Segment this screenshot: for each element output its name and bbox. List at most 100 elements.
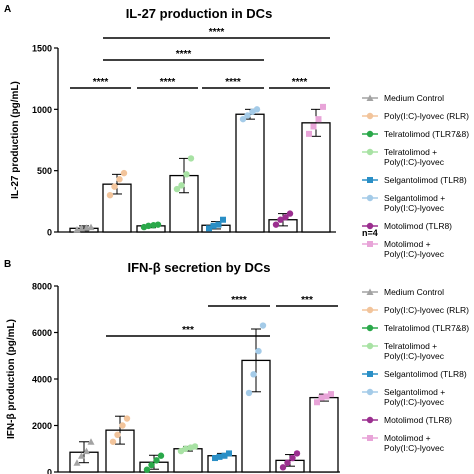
legend-label: Poly(I:C)-lyovec <box>384 157 445 167</box>
panel-b-data-point <box>191 443 199 450</box>
panel-a-plot: 0 500 1000 1500 **** **** **** **** **** **** <box>32 27 336 238</box>
legend-label: Poly(I:C)-lyovec <box>384 249 445 259</box>
legend-label: Poly(I:C)-lyovec <box>384 203 445 213</box>
panel-b-data-point <box>73 459 81 466</box>
panel-b-data-point <box>314 399 320 406</box>
legend-panel-b: Medium Control Poly(I:C)-lyovec (RLR) Telr… <box>362 287 469 453</box>
panel-a-y-tick-label: 500 <box>37 166 52 176</box>
legend-marker <box>367 241 373 247</box>
panel-a-y-tick-label: 0 <box>47 228 52 238</box>
legend-label: Poly(I:C)-lyovec (RLR) <box>384 305 469 315</box>
panel-a-bar <box>169 174 199 233</box>
legend-marker <box>366 388 374 396</box>
legend-panel-a: Medium Control Poly(I:C)-lyovec (RLR) Telr… <box>362 93 469 259</box>
panel-b-data-point <box>245 389 253 397</box>
panel-a-data-point <box>253 106 261 113</box>
panel-a-y-axis-label: IL-27 production (pg/mL) <box>10 81 21 199</box>
panel-b-data-point <box>87 438 95 445</box>
legend-label: Telratolimod + <box>384 147 437 157</box>
panel-a-bar <box>301 122 331 233</box>
legend-marker <box>366 148 374 156</box>
panel-a-bar <box>235 113 265 233</box>
panel-a-data-point <box>239 115 247 123</box>
panel-b-y-tick-label: 6000 <box>32 328 52 338</box>
panel-b-data-point <box>157 452 165 459</box>
panel-b-significance-label: *** <box>182 325 194 336</box>
panel-a-data-point <box>310 123 317 130</box>
panel-a-data-point <box>272 221 280 228</box>
panel-b-data-point <box>250 371 257 378</box>
panel-a-y-tick-label: 1500 <box>32 44 52 54</box>
panel-a-y-tick-label: 1000 <box>32 105 52 115</box>
panel-a-data-point <box>116 176 123 183</box>
panel-b-data-point <box>289 454 296 462</box>
legend-marker <box>367 371 373 377</box>
legend-label: Poly(I:C)-lyovec <box>384 351 445 361</box>
panel-a-data-point <box>145 222 152 230</box>
panel-b-y-tick-label: 2000 <box>32 421 52 431</box>
panel-b-data-point <box>279 464 287 471</box>
panel-b-data-point <box>109 438 117 445</box>
panel-b-title: IFN-β secretion by DCs <box>127 260 270 275</box>
panel-b-y-tick-label: 8000 <box>32 282 52 292</box>
panel-a-significance-label: **** <box>160 77 176 88</box>
legend-label: Selgantolimod (TLR8) <box>384 175 467 185</box>
legend-label: Poly(I:C)-lyovec (RLR) <box>384 111 469 121</box>
panel-b-data-point <box>148 461 155 469</box>
panel-a-data-point <box>315 116 322 123</box>
panel-a-data-point <box>220 216 226 223</box>
panel-a-data-point <box>106 192 114 199</box>
legend-label: Telratolimod + <box>384 341 437 351</box>
panel-a-data-point <box>183 171 190 178</box>
panel-b-y-axis-label: IFN-β production (pg/mL) <box>6 319 17 439</box>
panel-b-letter: B <box>4 259 11 270</box>
panel-a-significance-label: **** <box>93 77 109 88</box>
panel-b-data-point <box>221 452 228 459</box>
legend-label: Selgantolimod + <box>384 387 445 397</box>
panel-a-data-point <box>120 169 128 177</box>
legend-marker <box>366 222 374 230</box>
legend-marker <box>366 94 374 101</box>
legend-label: Poly(I:C)-lyovec <box>384 443 445 453</box>
panel-b-data-point <box>318 394 325 401</box>
panel-b-data-point <box>143 466 151 473</box>
legend-label: Medium Control <box>384 287 444 297</box>
legend-label: Telratolimod (TLR7&8) <box>384 323 469 333</box>
legend-label: Medium Control <box>384 93 444 103</box>
panel-b-significance-label: *** <box>301 295 313 306</box>
panel-b-data-point <box>255 347 262 355</box>
legend-marker <box>366 306 374 314</box>
panel-a-data-point <box>320 103 326 110</box>
panel-b-data-point <box>323 393 330 400</box>
panel-b-y-tick-label: 4000 <box>32 375 52 385</box>
panel-b-data-point <box>216 453 223 460</box>
legend-label: Motolimod (TLR8) <box>384 221 452 231</box>
panel-a-data-point <box>210 222 217 229</box>
panel-a-title: IL-27 production in DCs <box>126 6 273 21</box>
legend-marker <box>366 324 374 332</box>
panel-b-data-point <box>182 445 189 452</box>
legend-label: Poly(I:C)-lyovec <box>384 397 445 407</box>
legend-marker <box>367 177 373 183</box>
legend-marker <box>366 194 374 202</box>
panel-a-data-point <box>277 216 284 223</box>
legend-marker <box>366 342 374 350</box>
panel-b-data-point <box>284 459 291 466</box>
legend-label: Motolimod (TLR8) <box>384 415 452 425</box>
legend-marker <box>366 112 374 120</box>
panel-a-data-point <box>173 185 181 193</box>
panel-a-data-point <box>187 155 195 162</box>
panel-a-data-point <box>244 112 251 119</box>
panel-b-data-point <box>226 450 232 457</box>
panel-b-data-point <box>83 447 90 455</box>
panel-a-letter: A <box>4 4 11 15</box>
legend-marker <box>366 130 374 138</box>
panel-a-significance-label: **** <box>176 49 192 60</box>
panel-a-data-point <box>286 210 294 217</box>
panel-a-data-point <box>282 214 289 221</box>
panel-a-n-annotation: n=4 <box>362 228 378 238</box>
legend-marker <box>367 435 373 441</box>
panel-b-data-point <box>123 415 131 422</box>
